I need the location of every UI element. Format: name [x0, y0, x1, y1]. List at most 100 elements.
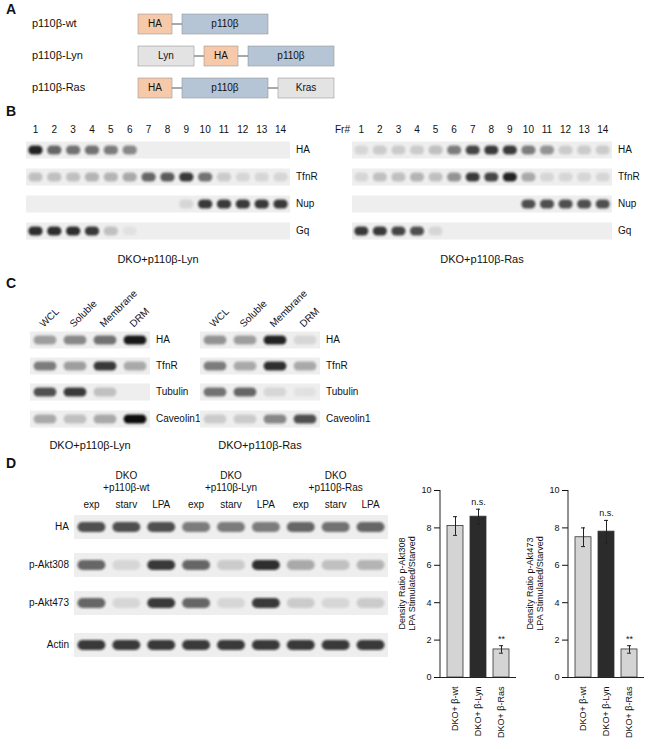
svg-text:DKO: DKO	[115, 470, 137, 481]
svg-text:DKO+ β-Ras: DKO+ β-Ras	[624, 686, 634, 738]
svg-text:n.s.: n.s.	[471, 497, 486, 507]
svg-text:6: 6	[426, 560, 431, 570]
svg-text:n.s.: n.s.	[599, 508, 614, 518]
svg-text:+p110β-Lyn: +p110β-Lyn	[205, 482, 257, 493]
svg-text:8: 8	[554, 523, 559, 533]
svg-text:LPA: LPA	[257, 499, 275, 510]
svg-text:WCL: WCL	[208, 305, 232, 329]
svg-text:Gq: Gq	[296, 225, 309, 236]
svg-text:+p110β-wt: +p110β-wt	[103, 482, 150, 493]
svg-text:D: D	[6, 455, 16, 471]
svg-text:LPA Stimulated/Starved: LPA Stimulated/Starved	[407, 536, 417, 630]
svg-text:**: **	[498, 634, 506, 644]
svg-text:4: 4	[89, 124, 95, 135]
svg-text:DKO: DKO	[325, 470, 347, 481]
svg-text:10: 10	[200, 124, 212, 135]
svg-text:starv: starv	[115, 499, 137, 510]
svg-text:p110β-wt: p110β-wt	[32, 17, 77, 29]
svg-text:Nup: Nup	[618, 198, 637, 209]
svg-text:Gq: Gq	[618, 225, 631, 236]
svg-text:13: 13	[579, 124, 591, 135]
svg-text:Caveolin1: Caveolin1	[326, 413, 371, 424]
svg-text:exp: exp	[83, 499, 100, 510]
svg-text:5: 5	[433, 124, 439, 135]
svg-text:2: 2	[554, 635, 559, 645]
svg-text:**: **	[626, 634, 634, 644]
svg-text:6: 6	[451, 124, 457, 135]
svg-text:DKO: DKO	[220, 470, 242, 481]
svg-text:HA: HA	[148, 82, 162, 93]
svg-text:LPA Stimulated/Starved: LPA Stimulated/Starved	[535, 536, 545, 630]
svg-text:DKO+p110β-Lyn: DKO+p110β-Lyn	[49, 439, 130, 451]
svg-text:exp: exp	[188, 499, 205, 510]
svg-text:9: 9	[184, 124, 190, 135]
svg-text:A: A	[6, 1, 16, 17]
svg-text:8: 8	[426, 523, 431, 533]
svg-text:exp: exp	[293, 499, 310, 510]
svg-text:Tubulin: Tubulin	[326, 386, 358, 397]
svg-text:5: 5	[108, 124, 114, 135]
svg-text:B: B	[6, 103, 16, 119]
svg-text:0: 0	[426, 672, 431, 682]
svg-text:Soluble: Soluble	[238, 298, 270, 330]
svg-text:DKO+ β-wt: DKO+ β-wt	[578, 686, 588, 731]
svg-text:starv: starv	[325, 499, 347, 510]
svg-text:7: 7	[146, 124, 152, 135]
svg-text:9: 9	[507, 124, 513, 135]
svg-text:TfnR: TfnR	[326, 360, 348, 371]
svg-text:7: 7	[470, 124, 476, 135]
svg-text:11: 11	[542, 124, 553, 135]
svg-text:DKO+p110β-Lyn: DKO+p110β-Lyn	[117, 253, 198, 265]
svg-text:p-Akt473: p-Akt473	[29, 597, 69, 608]
svg-text:3: 3	[396, 124, 402, 135]
svg-text:14: 14	[275, 124, 287, 135]
svg-text:2: 2	[426, 635, 431, 645]
svg-text:C: C	[6, 275, 16, 291]
svg-text:DKO+ β-wt: DKO+ β-wt	[450, 686, 460, 731]
svg-text:WCL: WCL	[38, 305, 62, 329]
svg-text:Lyn: Lyn	[158, 50, 174, 61]
svg-text:HA: HA	[156, 334, 170, 345]
svg-text:2: 2	[52, 124, 58, 135]
svg-text:3: 3	[70, 124, 76, 135]
svg-text:Kras: Kras	[296, 82, 317, 93]
svg-text:HA: HA	[55, 521, 69, 532]
svg-text:8: 8	[165, 124, 171, 135]
svg-text:Nup: Nup	[296, 198, 315, 209]
svg-text:p110β-Lyn: p110β-Lyn	[32, 49, 83, 61]
svg-text:DKO+p110β-Ras: DKO+p110β-Ras	[218, 439, 302, 451]
svg-text:4: 4	[554, 598, 559, 608]
svg-text:Tubulin: Tubulin	[156, 386, 188, 397]
svg-text:Actin: Actin	[47, 639, 69, 650]
svg-text:1: 1	[359, 124, 365, 135]
svg-text:12: 12	[560, 124, 572, 135]
svg-text:6: 6	[127, 124, 133, 135]
svg-text:10: 10	[421, 485, 431, 495]
svg-text:p-Akt308: p-Akt308	[29, 559, 69, 570]
svg-text:2: 2	[377, 124, 383, 135]
svg-text:LPA: LPA	[152, 499, 170, 510]
svg-text:HA: HA	[214, 50, 228, 61]
svg-text:HA: HA	[148, 18, 162, 29]
svg-text:10: 10	[549, 485, 559, 495]
svg-text:1: 1	[33, 124, 39, 135]
svg-text:Density Ratio p-Akt308: Density Ratio p-Akt308	[397, 537, 407, 629]
svg-text:HA: HA	[326, 334, 340, 345]
svg-text:6: 6	[554, 560, 559, 570]
svg-text:p110β-Ras: p110β-Ras	[32, 81, 86, 93]
svg-text:8: 8	[489, 124, 495, 135]
svg-text:DKO+p110β-Ras: DKO+p110β-Ras	[440, 253, 524, 265]
svg-text:Soluble: Soluble	[68, 298, 100, 330]
svg-text:Caveolin1: Caveolin1	[156, 413, 201, 424]
svg-text:DRM: DRM	[128, 305, 152, 329]
svg-text:p110β: p110β	[211, 82, 239, 93]
svg-text:DKO+ β-Ras: DKO+ β-Ras	[496, 686, 506, 738]
svg-text:14: 14	[597, 124, 609, 135]
svg-text:11: 11	[219, 124, 230, 135]
svg-text:DKO+ β-Lyn: DKO+ β-Lyn	[473, 687, 483, 737]
svg-text:Fr#: Fr#	[335, 124, 350, 135]
svg-text:HA: HA	[296, 144, 310, 155]
svg-text:+p110β-Ras: +p110β-Ras	[309, 482, 363, 493]
svg-text:DRM: DRM	[298, 305, 322, 329]
svg-text:HA: HA	[618, 144, 632, 155]
